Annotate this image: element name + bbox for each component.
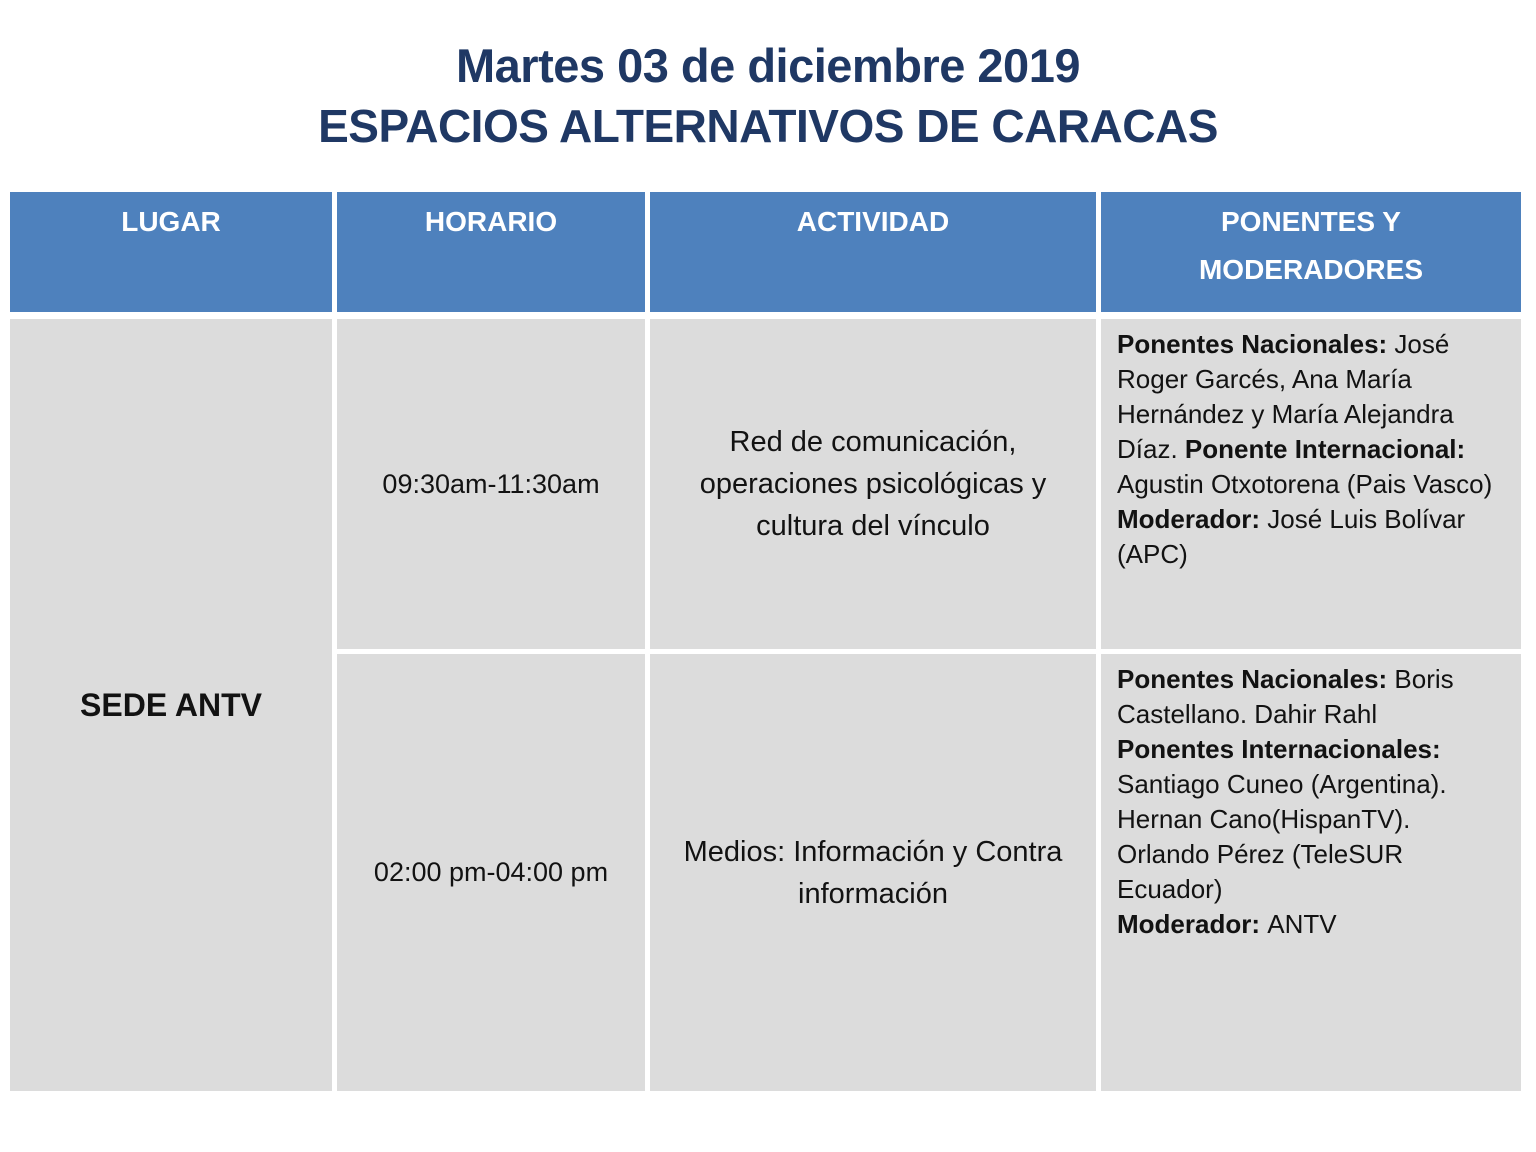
header-cell-actividad: ACTIVIDAD bbox=[650, 192, 1096, 312]
cell-horario-row2: 02:00 pm-04:00 pm bbox=[337, 654, 645, 1091]
cell-ponentes-row2: Ponentes Nacionales: Boris Castellano. D… bbox=[1101, 654, 1521, 1091]
header-label-ponentes: PONENTES Y MODERADORES bbox=[1198, 206, 1423, 285]
actividad-text-row1: Red de comunicación, operaciones psicoló… bbox=[699, 426, 1047, 542]
header-label-horario: HORARIO bbox=[424, 206, 558, 237]
header-label-lugar: LUGAR bbox=[121, 206, 221, 237]
header-label-actividad: ACTIVIDAD bbox=[796, 206, 950, 237]
title-date: Martes 03 de diciembre 2019 bbox=[456, 39, 1080, 92]
header-cell-lugar: LUGAR bbox=[10, 192, 332, 312]
cell-actividad-row1: Red de comunicación, operaciones psicoló… bbox=[650, 319, 1096, 649]
cell-actividad-row2: Medios: Información y Contra información bbox=[650, 654, 1096, 1091]
actividad-text-row2: Medios: Información y Contra información bbox=[683, 835, 1063, 910]
cell-ponentes-row1: Ponentes Nacionales: José Roger Garcés, … bbox=[1101, 319, 1521, 649]
header-cell-ponentes: PONENTES Y MODERADORES bbox=[1101, 192, 1521, 312]
table-header-row: LUGAR HORARIO ACTIVIDAD PONENTES Y MODER… bbox=[10, 192, 1526, 312]
header-cell-horario: HORARIO bbox=[337, 192, 645, 312]
schedule-table: LUGAR HORARIO ACTIVIDAD PONENTES Y MODER… bbox=[10, 192, 1526, 1091]
title-event-name: ESPACIOS ALTERNATIVOS DE CARACAS bbox=[318, 100, 1218, 152]
cell-location-sede-antv: SEDE ANTV bbox=[10, 319, 332, 1091]
cell-horario-row1: 09:30am-11:30am bbox=[337, 319, 645, 649]
page-title: Martes 03 de diciembre 2019 ESPACIOS ALT… bbox=[0, 0, 1536, 156]
table-body: SEDE ANTV 09:30am-11:30am Red de comunic… bbox=[10, 319, 1526, 1091]
